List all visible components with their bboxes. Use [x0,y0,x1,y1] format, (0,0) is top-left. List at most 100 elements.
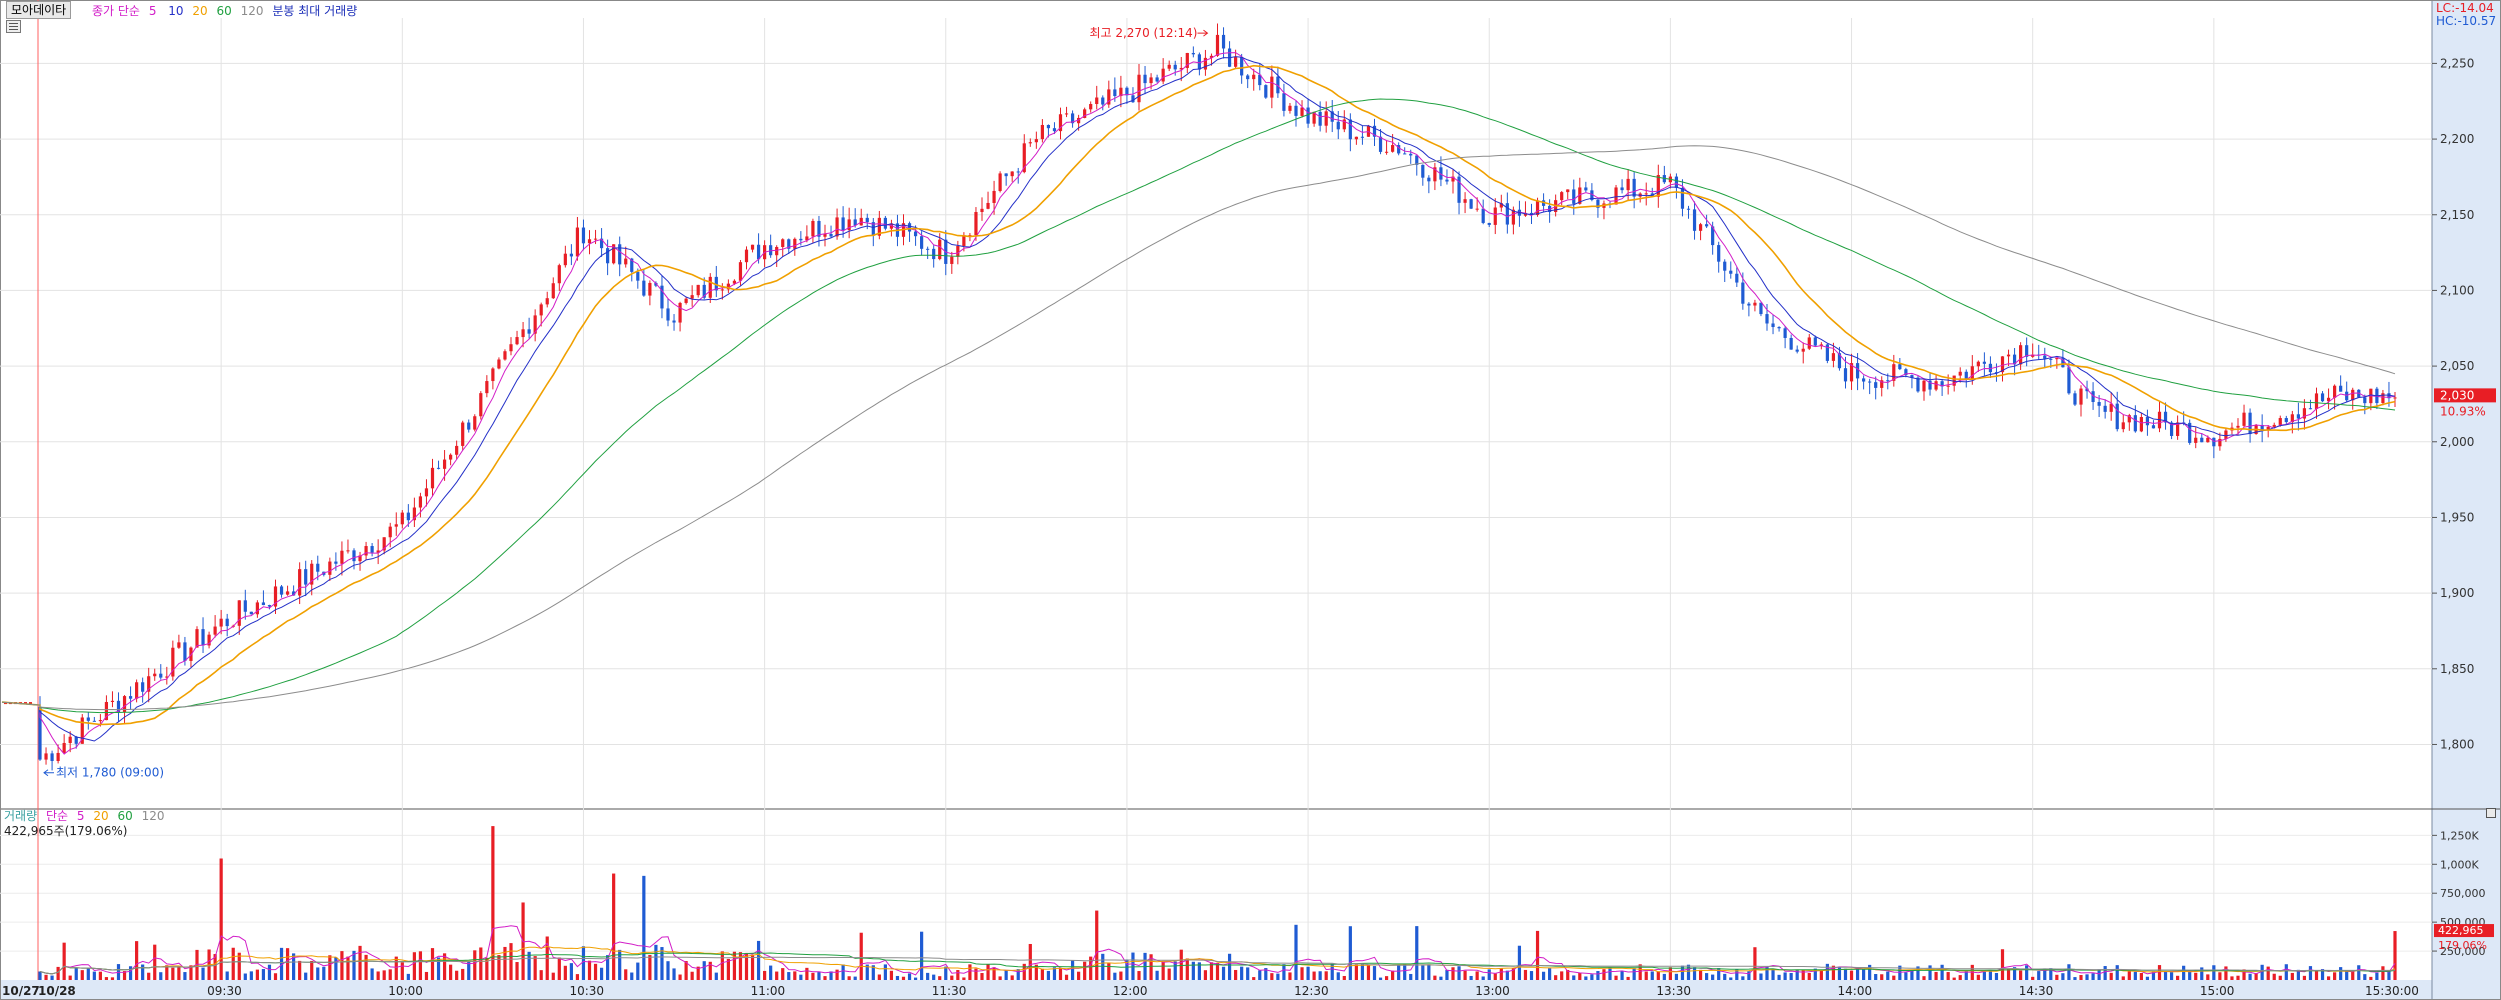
volume-ma60-line [39,952,2396,975]
candle-body [2387,393,2391,399]
candle-body [1934,381,1938,390]
volume-bar [1179,949,1183,980]
volume-bar [575,974,580,980]
candle-body [702,284,706,298]
volume-bar [237,952,241,980]
candle-body [2224,430,2228,439]
candle-body [406,512,410,521]
candle-body [1493,207,1497,225]
candle-body [1463,199,1467,203]
pane-resize-handle[interactable] [2486,808,2496,818]
legend-ma10: 10 [168,4,184,18]
volume-bar [406,973,410,980]
prev-day-candle [29,702,32,705]
volume-bar [1209,962,1214,980]
price-tick-label: 2,250 [2440,56,2474,70]
candle-body [1070,113,1075,124]
price-tick-label: 2,000 [2440,435,2474,449]
stock-name-button[interactable]: 모아데이타 [6,1,72,19]
volume-bar [1185,958,1189,980]
price-tick-label: 1,900 [2440,586,2474,600]
volume-bar [442,953,447,980]
candle-body [376,550,380,553]
volume-bar [1046,970,1051,980]
volume-bar [913,977,918,980]
legend-ma-label: 종가 단순 [92,4,140,18]
candle-body [1052,128,1057,132]
candle-body [92,720,96,722]
volume-bar [738,952,743,980]
volume-bar [1686,964,1691,980]
volume-bar [2272,973,2276,980]
volume-bar [68,975,72,980]
volume-bar [648,955,652,980]
candle-body [328,561,332,575]
candle-body [2085,388,2089,392]
volume-bar [950,975,954,980]
candle-body [1614,187,1618,205]
volume-bar [1777,974,1781,980]
volume-bar [2351,971,2355,980]
volume-bar [1566,969,1570,980]
candle-body [1397,145,1401,154]
volume-bar [213,954,217,980]
candle-body [1741,282,1745,304]
candle-body [1288,105,1292,111]
candle-body [2103,405,2107,412]
volume-legend-label: 거래량 [4,809,38,823]
volume-bar [1650,971,1654,980]
volume-legend: 거래량 단순 5 20 60 120 [4,807,169,824]
menu-icon[interactable] [6,20,21,33]
candle-body [756,244,761,260]
candle-body [1064,113,1069,115]
candle-body [455,445,459,455]
candle-body [533,315,537,334]
candle-body [1077,117,1081,124]
candle-body [1264,85,1268,98]
candle-body [581,227,586,244]
volume-bar [2200,967,2204,980]
price-tick-label: 2,100 [2440,283,2474,297]
candle-body [1360,136,1365,138]
candle-body [2272,424,2276,427]
volume-bar [1922,976,1926,980]
candle-body [1560,192,1564,201]
candle-body [521,329,525,338]
candle-body [913,231,918,237]
legend-ma60: 60 [216,4,232,18]
volume-bar [829,971,833,980]
candle-body [1777,327,1781,329]
volume-bar [847,976,851,980]
candle-body [2212,437,2216,447]
candle-body [1191,52,1195,55]
candle-body [1004,173,1008,177]
volume-bar [2284,964,2288,980]
volume-bar [533,956,537,980]
volume-bar [128,966,133,980]
volume-bar [2387,970,2391,980]
volume-bar [932,974,936,980]
candle-body [2345,391,2349,401]
volume-bar [1674,973,1679,980]
candle-body [400,512,404,525]
candle-body [1946,385,1950,387]
candle-body [938,239,942,260]
candle-body [485,381,489,394]
candle-body [165,676,169,678]
candle-body [630,258,634,272]
candle-body [1566,189,1570,193]
volume-bar [2049,968,2053,980]
volume-bar [2133,971,2137,980]
volume-bar [1560,971,1564,980]
volume-bar [1300,967,1304,980]
candle-body [847,219,851,231]
volume-bar [1403,963,1407,980]
candle-body [1747,303,1751,306]
volume-bar [593,963,598,980]
candle-body [2314,393,2319,410]
volume-bar [1004,970,1008,980]
volume-bar [895,975,900,980]
volume-bar [1843,968,1848,980]
candle-body [424,488,429,497]
